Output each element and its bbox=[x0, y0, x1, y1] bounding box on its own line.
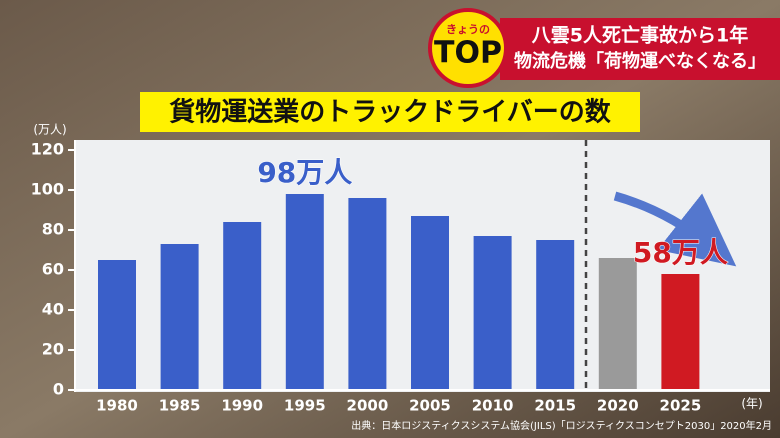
value-label: 58万人 bbox=[633, 236, 728, 269]
source: 出典：日本ロジスティクスシステム協会(JILS)「ロジスティクスコンセプト203… bbox=[351, 419, 772, 432]
x-tick-label: 2010 bbox=[472, 397, 514, 415]
y-tick-label: 20 bbox=[42, 340, 64, 359]
badge-small: きょうの bbox=[446, 23, 490, 36]
y-tick-label: 60 bbox=[42, 260, 64, 279]
bar bbox=[536, 240, 575, 390]
x-tick-label: 2020 bbox=[597, 397, 639, 415]
bar bbox=[411, 216, 449, 390]
bar bbox=[661, 274, 700, 390]
title-box bbox=[140, 92, 640, 132]
y-tick-label: 80 bbox=[42, 220, 64, 239]
bar bbox=[285, 194, 324, 390]
badge bbox=[428, 8, 508, 88]
chart-title: 貨物運送業のトラックドライバーの数 bbox=[169, 97, 611, 128]
x-tick-label: 2015 bbox=[534, 397, 576, 415]
y-unit: (万人) bbox=[33, 123, 66, 137]
bar bbox=[160, 244, 199, 390]
bar bbox=[348, 198, 387, 390]
subheadline: 物流危機「荷物運べなくなる」 bbox=[514, 50, 766, 72]
x-tick-label: 1980 bbox=[96, 397, 138, 415]
bar bbox=[598, 258, 637, 390]
x-tick-label: 1995 bbox=[284, 397, 326, 415]
bar bbox=[223, 222, 262, 390]
bar bbox=[473, 236, 512, 390]
x-tick-label: 1990 bbox=[221, 397, 263, 415]
x-unit: (年) bbox=[741, 397, 762, 411]
x-tick-label: 2000 bbox=[347, 397, 389, 415]
x-tick-label: 2005 bbox=[409, 397, 451, 415]
y-tick-label: 40 bbox=[42, 300, 64, 319]
y-tick-label: 120 bbox=[31, 140, 64, 159]
headline: 八雲5人死亡事故から1年 bbox=[532, 24, 748, 47]
trend-arrow bbox=[613, 191, 737, 267]
x-tick-label: 2025 bbox=[660, 397, 702, 415]
y-tick-label: 100 bbox=[31, 180, 64, 199]
value-label: 98万人 bbox=[257, 156, 352, 189]
bar bbox=[98, 260, 136, 390]
y-tick-label: 0 bbox=[53, 380, 64, 399]
badge-big: TOP bbox=[434, 36, 502, 71]
banner bbox=[500, 18, 780, 80]
x-tick-label: 1985 bbox=[159, 397, 201, 415]
